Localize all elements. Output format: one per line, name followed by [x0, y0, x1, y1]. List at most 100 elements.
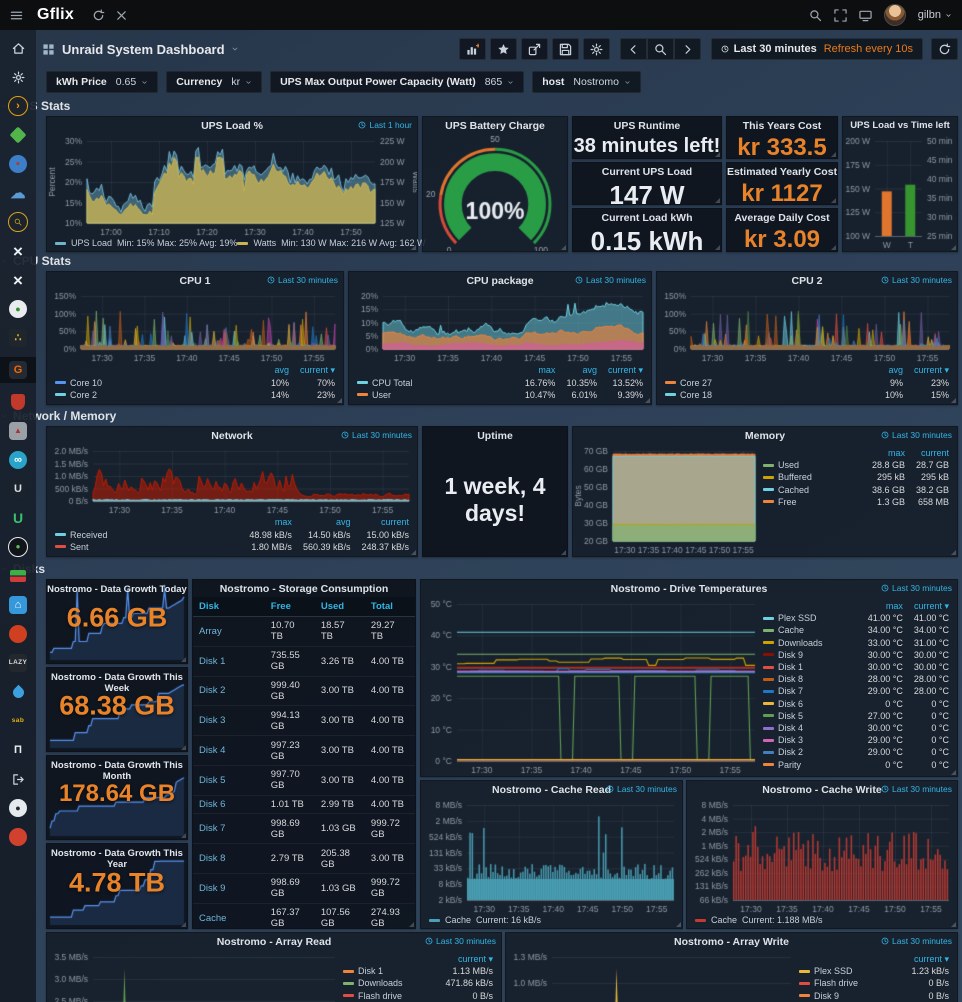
panel-title[interactable]: CPU 1: [179, 274, 211, 287]
panel-timerange[interactable]: Last 30 minutes: [881, 583, 952, 593]
legend-series[interactable]: Disk 6: [763, 698, 857, 710]
panel-title[interactable]: Nostromo - Cache Write: [762, 783, 882, 796]
panel-title[interactable]: UPS Load vs Time left: [850, 120, 950, 131]
legend-series[interactable]: Disk 3: [763, 734, 857, 746]
legend-sort-column[interactable]: avg: [582, 365, 597, 376]
variable-value-dropdown[interactable]: Nostromo: [573, 76, 631, 88]
sidebar-app-white-green-icon[interactable]: ●: [0, 299, 36, 319]
network-graph[interactable]: [47, 444, 417, 517]
panel-title[interactable]: Average Daily Cost: [734, 211, 830, 224]
legend-series[interactable]: Received: [55, 529, 238, 541]
sidebar-logout-icon[interactable]: [0, 769, 36, 789]
legend-series[interactable]: Core 2: [55, 389, 260, 401]
legend-sort-column[interactable]: max: [274, 517, 292, 528]
avatar[interactable]: [883, 4, 906, 26]
legend-sort-column[interactable]: current: [920, 448, 949, 458]
legend-sort-column[interactable]: current ▾: [913, 365, 949, 376]
panel-title[interactable]: CPU package: [466, 274, 534, 287]
sidebar-home-automation-icon[interactable]: ⌂: [0, 595, 36, 615]
sidebar-app-plate-icon[interactable]: ●: [0, 537, 36, 557]
sidebar-home-icon[interactable]: [0, 38, 36, 58]
table-column-header[interactable]: Disk: [193, 597, 265, 617]
sidebar-app-gray-badge-icon[interactable]: ▲: [0, 421, 36, 441]
legend-sort-column[interactable]: current: [380, 517, 409, 528]
growth-sparkline[interactable]: [47, 668, 187, 751]
table-column-header[interactable]: Total: [364, 597, 415, 617]
sidebar-app-blue-dots-icon[interactable]: ∞: [0, 450, 36, 470]
legend-sort-column[interactable]: current ▾: [299, 365, 335, 376]
legend-series[interactable]: Cache Current: 16 kB/s: [429, 915, 541, 925]
display-button[interactable]: [859, 9, 872, 22]
legend-series[interactable]: Disk 5: [763, 710, 857, 722]
legend-sort-column[interactable]: current ▾: [457, 954, 493, 964]
legend-series[interactable]: Watts Min: 130 W Max: 216 W Avg: 162 W: [237, 238, 426, 248]
legend-series[interactable]: Used: [763, 459, 861, 471]
legend-series[interactable]: Core 10: [55, 377, 260, 389]
panel-title[interactable]: Nostromo - Data Growth This Week: [51, 672, 183, 694]
legend-series[interactable]: Plex SSD: [799, 965, 900, 977]
panel-title[interactable]: Nostromo - Data Growth This Month: [51, 760, 183, 782]
panel-timerange[interactable]: Last 30 minutes: [881, 430, 952, 440]
legend-series[interactable]: Disk 4: [763, 722, 857, 734]
cpu-package-graph[interactable]: [349, 289, 651, 365]
sidebar-emby-icon[interactable]: [0, 125, 36, 145]
panel-timerange[interactable]: Last 30 minutes: [267, 275, 338, 285]
legend-series[interactable]: Downloads: [763, 637, 857, 649]
array-read-graph[interactable]: [47, 950, 343, 1002]
legend-sort-column[interactable]: avg: [888, 365, 903, 376]
growth-sparkline[interactable]: [47, 844, 187, 928]
array-write-graph[interactable]: [506, 950, 799, 1002]
panel-timerange[interactable]: Last 30 minutes: [341, 430, 412, 440]
save-button[interactable]: [551, 38, 579, 60]
sidebar-app-red-circle-icon[interactable]: [0, 827, 36, 847]
dashboard-title[interactable]: Unraid System Dashboard: [62, 42, 239, 57]
user-menu[interactable]: gilbn: [918, 9, 952, 21]
legend-sort-column[interactable]: current ▾: [913, 601, 949, 611]
legend-series[interactable]: Flash drive: [343, 990, 434, 1002]
legend-series[interactable]: Cache: [763, 624, 857, 636]
time-forward-button[interactable]: [673, 38, 701, 60]
legend-sort-column[interactable]: current ▾: [913, 954, 949, 964]
panel-title[interactable]: Nostromo - Storage Consumption: [219, 582, 389, 595]
ups-battery-gauge[interactable]: [423, 134, 567, 251]
panel-title[interactable]: UPS Runtime: [613, 119, 681, 132]
share-button[interactable]: [520, 38, 548, 60]
panel-timerange[interactable]: Last 30 minutes: [881, 936, 952, 946]
panel-timerange[interactable]: Last 30 minutes: [606, 784, 677, 794]
legend-series[interactable]: Disk 9: [763, 649, 857, 661]
sidebar-github-icon[interactable]: ●: [0, 798, 36, 818]
sidebar-app-dark-u-icon[interactable]: U: [0, 479, 36, 499]
sidebar-app-cross-teal-icon[interactable]: ×: [13, 241, 23, 261]
sidebar-app-green-red-bars-icon[interactable]: [0, 566, 36, 586]
legend-series[interactable]: Disk 9: [799, 990, 900, 1002]
sidebar-app-cross-yellow-icon[interactable]: ×: [13, 270, 23, 290]
legend-series[interactable]: CPU Total: [357, 377, 514, 389]
legend-series[interactable]: Disk 7: [763, 685, 857, 697]
panel-title[interactable]: Nostromo - Array Write: [674, 935, 789, 948]
sidebar-settings-icon[interactable]: [0, 67, 36, 87]
ups-load-time-bars[interactable]: [843, 134, 957, 251]
legend-series[interactable]: Free: [763, 496, 861, 508]
legend-sort-column[interactable]: avg: [274, 365, 289, 376]
cpu2-graph[interactable]: [657, 289, 957, 365]
legend-series[interactable]: UPS Load Min: 15% Max: 25% Avg: 19%: [55, 238, 237, 248]
table-column-header[interactable]: Used: [314, 597, 365, 617]
table-column-header[interactable]: Free: [264, 597, 315, 617]
sidebar-share-nodes-app-icon[interactable]: ∴: [0, 328, 36, 348]
legend-series[interactable]: Cache Current: 1.188 MB/s: [695, 915, 823, 925]
sidebar-pihole-icon[interactable]: [0, 392, 36, 412]
cpu1-graph[interactable]: [47, 289, 343, 365]
legend-series[interactable]: Disk 8: [763, 673, 857, 685]
legend-series[interactable]: Parity: [763, 759, 857, 771]
cache-read-graph[interactable]: [421, 798, 682, 915]
memory-graph[interactable]: [573, 444, 763, 556]
sidebar-plex-icon[interactable]: ›: [0, 96, 36, 116]
refresh-button[interactable]: [931, 38, 958, 60]
variable-value-dropdown[interactable]: 0.65: [116, 76, 148, 88]
sidebar-grafana-icon[interactable]: G: [0, 357, 36, 383]
search-button[interactable]: [809, 9, 822, 22]
panel-title[interactable]: Nostromo - Data Growth This Year: [51, 848, 183, 870]
panel-timerange[interactable]: Last 30 minutes: [881, 275, 952, 285]
legend-series[interactable]: Sent: [55, 541, 238, 553]
cache-write-graph[interactable]: [687, 798, 957, 915]
